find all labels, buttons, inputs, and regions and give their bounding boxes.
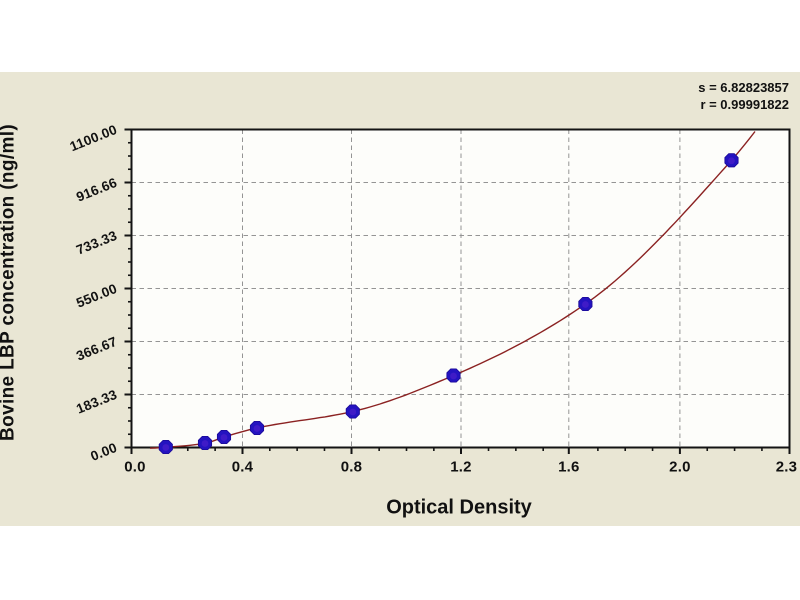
svg-text:1.2: 1.2	[450, 459, 471, 476]
svg-text:0.8: 0.8	[341, 459, 362, 476]
svg-text:2.0: 2.0	[669, 459, 690, 476]
svg-text:0.4: 0.4	[232, 459, 254, 476]
svg-text:Bovine LBP concentration (ng/m: Bovine LBP concentration (ng/ml)	[0, 124, 19, 441]
svg-text:s = 6.82823857: s = 6.82823857	[698, 80, 789, 95]
svg-text:Optical Density: Optical Density	[386, 497, 532, 519]
svg-text:r = 0.99991822: r = 0.99991822	[700, 97, 789, 112]
svg-text:1.6: 1.6	[558, 459, 579, 476]
svg-text:0.0: 0.0	[124, 459, 145, 476]
svg-text:2.3: 2.3	[776, 459, 797, 476]
